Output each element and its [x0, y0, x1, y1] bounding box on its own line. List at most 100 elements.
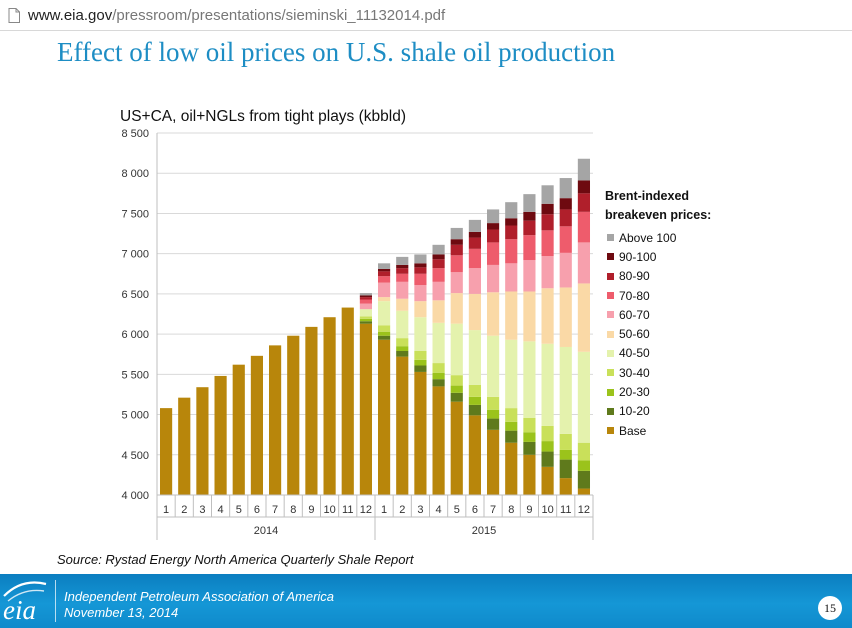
x-tick-label: 11 — [342, 504, 353, 516]
bar-segment — [377, 268, 391, 272]
bar-segment — [414, 254, 427, 264]
y-tick-label: 4 000 — [121, 490, 149, 502]
bar-segment — [523, 194, 536, 212]
bar-segment — [559, 459, 572, 479]
legend-item: 50-60 — [607, 324, 676, 343]
bar-segment — [450, 255, 463, 273]
x-tick-label: 10 — [541, 504, 553, 516]
bar-segment — [432, 322, 445, 364]
bar-segment — [541, 343, 554, 426]
legend-title: Brent-indexed breakeven prices: — [605, 187, 735, 225]
legend-label: Above 100 — [619, 230, 677, 245]
y-tick-label: 6 500 — [121, 289, 149, 301]
bar-segment — [468, 268, 482, 294]
bar-segment — [323, 317, 336, 495]
x-tick-label: 12 — [360, 504, 372, 516]
eia-logo-text: eia — [3, 595, 36, 625]
bar-segment — [486, 292, 500, 336]
bar-segment — [523, 291, 536, 342]
x-group-label: 2015 — [472, 525, 496, 537]
chart-title: US+CA, oil+NGLs from tight plays (kbbld) — [120, 108, 406, 125]
bar-segment — [577, 158, 591, 181]
legend-swatch — [607, 234, 614, 242]
bar-segment — [468, 404, 482, 416]
bar-segment — [414, 359, 427, 366]
legend-item: 20-30 — [607, 382, 676, 401]
y-tick-label: 5 500 — [121, 369, 149, 381]
bar-segment — [377, 271, 391, 277]
x-tick-label: 5 — [454, 504, 460, 516]
bar-segment — [432, 244, 445, 255]
legend-swatch — [607, 427, 614, 435]
bar-segment — [396, 356, 409, 495]
bar-segment — [486, 242, 500, 265]
bar-segment — [196, 387, 209, 495]
legend-swatch — [607, 330, 614, 338]
y-tick-label: 4 500 — [121, 450, 149, 462]
x-group-label: 2014 — [254, 525, 278, 537]
bar-segment — [396, 298, 409, 311]
bar-segment — [541, 441, 554, 452]
x-tick-label: 12 — [578, 504, 590, 516]
bar-segment — [559, 346, 572, 434]
bar-segment — [577, 488, 591, 495]
x-tick-label: 11 — [560, 504, 571, 516]
bar-segment — [232, 364, 245, 495]
bar-segment — [486, 409, 500, 419]
bar-segment — [523, 260, 536, 292]
bar-segment — [468, 396, 482, 405]
bar-segment — [577, 460, 591, 471]
x-tick-label: 4 — [218, 504, 224, 516]
bar-segment — [486, 429, 500, 495]
legend-swatch — [607, 407, 614, 415]
bar-segment — [414, 371, 427, 495]
chart-legend: Above 100 90-100 80-90 70-80 60-70 50-60 40-50… — [607, 228, 676, 440]
bar-segment — [432, 254, 445, 260]
legend-label: 50-60 — [619, 327, 650, 342]
x-tick-label: 2 — [399, 504, 405, 516]
legend-item: 60-70 — [607, 305, 676, 324]
bar-segment — [486, 335, 500, 397]
bar-segment — [559, 449, 572, 460]
legend-item: 70-80 — [607, 286, 676, 305]
x-tick-label: 2 — [181, 504, 187, 516]
bar-segment — [450, 239, 463, 245]
bar-segment — [414, 351, 427, 360]
bar-segment — [577, 242, 591, 284]
bar-segment — [523, 341, 536, 418]
bar-segment — [468, 237, 482, 249]
bar-segment — [396, 264, 409, 269]
bar-segment — [577, 470, 591, 489]
bar-segment — [214, 375, 227, 495]
bar-segment — [450, 272, 463, 294]
bar-segment — [450, 244, 463, 256]
bar-segment — [523, 417, 536, 433]
legend-title-line2: breakeven prices: — [605, 208, 712, 222]
legend-item: Base — [607, 421, 676, 440]
bar-segment — [359, 321, 373, 324]
bar-segment — [341, 307, 354, 495]
address-bar[interactable]: www.eia.gov/pressroom/presentations/siem… — [0, 0, 852, 31]
bar-segment — [486, 229, 500, 243]
legend-item: Above 100 — [607, 228, 676, 247]
bar-segment — [178, 397, 191, 495]
bar-segment — [541, 230, 554, 257]
y-tick-label: 7 000 — [121, 249, 149, 261]
bar-segment — [377, 335, 391, 340]
bar-segment — [468, 384, 482, 397]
legend-swatch — [607, 349, 614, 357]
bar-segment — [432, 268, 445, 282]
bar-segment — [377, 331, 391, 336]
bar-segment — [450, 401, 463, 495]
bar-segment — [250, 355, 264, 495]
y-tick-label: 8 000 — [121, 168, 149, 180]
legend-label: 60-70 — [619, 307, 650, 322]
bar-segment — [505, 225, 518, 240]
bar-segment — [377, 325, 391, 332]
y-tick-label: 5 000 — [121, 410, 149, 422]
bar-segment — [505, 291, 518, 340]
bar-segment — [450, 293, 463, 324]
footer-date: November 13, 2014 — [64, 605, 179, 620]
url-text[interactable]: www.eia.gov/pressroom/presentations/siem… — [28, 7, 445, 24]
bar-segment — [414, 285, 427, 302]
